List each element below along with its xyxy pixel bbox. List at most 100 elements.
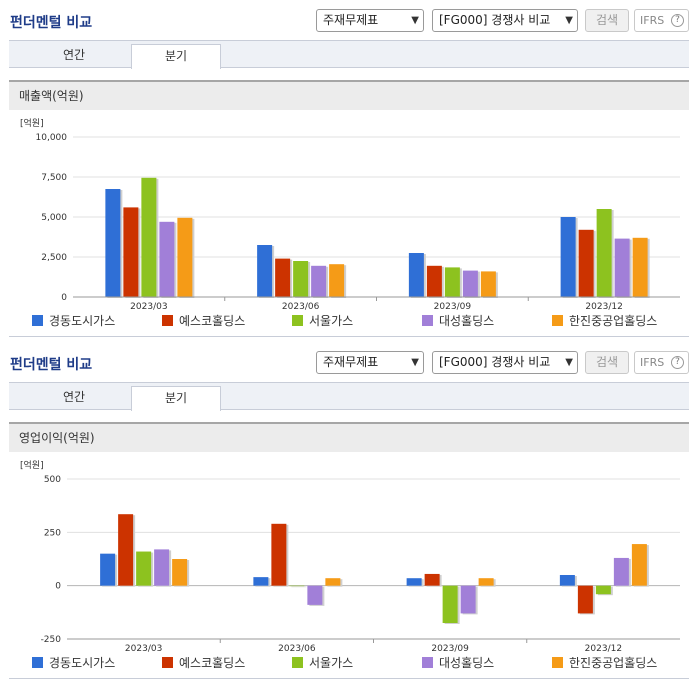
legend-item[interactable]: 대성홀딩스 [422, 314, 494, 330]
bar-shadow [291, 586, 307, 588]
chevron-down-icon: ▼ [411, 15, 419, 26]
bar-5-2023/03[interactable] [177, 217, 193, 297]
group-select[interactable]: [FG000] 경쟁사 비교 ▼ [432, 9, 578, 32]
bar-2-2023/06[interactable] [271, 523, 287, 586]
bar-1-2023/03[interactable] [100, 553, 116, 586]
legend-item[interactable]: 예스코홀딩스 [162, 314, 245, 330]
legend-item[interactable]: 대성홀딩스 [422, 656, 494, 672]
bar-5-2023/12[interactable] [631, 544, 647, 586]
bar-2-2023/06[interactable] [275, 258, 291, 297]
y-tick-label: -250 [41, 635, 62, 645]
chart-legend: 경동도시가스 예스코홀딩스 서울가스 대성홀딩스 한진중공업홀딩스 [32, 656, 692, 672]
legend-item[interactable]: 한진중공업홀딩스 [552, 314, 657, 330]
group-select[interactable]: [FG000] 경쟁사 비교 ▼ [432, 351, 578, 374]
y-tick-label: 10,000 [36, 133, 68, 143]
chevron-down-icon: ▼ [565, 357, 573, 368]
statement-select[interactable]: 주재무제표 ▼ [316, 351, 424, 374]
legend-item[interactable]: 경동도시가스 [32, 314, 115, 330]
bar-3-2023/03[interactable] [136, 551, 152, 586]
search-button[interactable]: 검색 [585, 9, 629, 32]
legend-item[interactable]: 예스코홀딩스 [162, 656, 245, 672]
divider [9, 336, 689, 337]
bar-4-2023/03[interactable] [154, 549, 170, 586]
bar-5-2023/06[interactable] [329, 264, 345, 297]
x-tick-label: 2023/06 [278, 644, 316, 652]
legend-item[interactable]: 서울가스 [292, 656, 353, 672]
bar-1-2023/12[interactable] [560, 217, 576, 297]
bar-3-2023/09[interactable] [444, 267, 460, 297]
legend-swatch [32, 657, 43, 668]
bar-2-2023/03[interactable] [123, 207, 139, 297]
bar-5-2023/12[interactable] [632, 237, 648, 297]
bar-5-2023/09[interactable] [480, 271, 496, 297]
legend-swatch [162, 315, 173, 326]
bar-2-2023/12[interactable] [578, 229, 594, 297]
bar-3-2023/09[interactable] [442, 585, 458, 623]
bar-5-2023/09[interactable] [478, 578, 494, 586]
section-title: 영업이익(억원) [9, 422, 689, 452]
tab-annual[interactable]: 연간 [62, 390, 86, 404]
bar-4-2023/06[interactable] [311, 265, 327, 297]
ifrs-button[interactable]: IFRS ? [634, 9, 689, 32]
bar-2-2023/03[interactable] [118, 514, 134, 586]
bar-3-2023/12[interactable] [595, 585, 611, 595]
bar-3-2023/06[interactable] [293, 261, 309, 297]
legend-swatch [32, 315, 43, 326]
bar-4-2023/09[interactable] [462, 270, 478, 297]
divider [9, 678, 689, 679]
legend-label: 대성홀딩스 [439, 656, 495, 670]
bar-1-2023/06[interactable] [253, 577, 269, 586]
ifrs-label: IFRS [640, 14, 665, 27]
y-tick-label: 5,000 [41, 213, 67, 223]
legend-label: 경동도시가스 [49, 314, 116, 328]
bar-4-2023/06[interactable] [307, 585, 323, 605]
chart-legend: 경동도시가스 예스코홀딩스 서울가스 대성홀딩스 한진중공업홀딩스 [32, 314, 692, 330]
legend-item[interactable]: 한진중공업홀딩스 [552, 656, 657, 672]
statement-select-value: 주재무제표 [323, 355, 379, 369]
ifrs-label: IFRS [640, 356, 665, 369]
legend-item[interactable]: 서울가스 [292, 314, 353, 330]
legend-label: 경동도시가스 [49, 656, 116, 670]
bar-2-2023/09[interactable] [426, 265, 442, 297]
bar-1-2023/09[interactable] [406, 578, 422, 586]
bar-2-2023/09[interactable] [424, 573, 440, 586]
legend-label: 예스코홀딩스 [179, 656, 246, 670]
bar-4-2023/12[interactable] [614, 238, 630, 297]
bar-4-2023/09[interactable] [460, 585, 476, 614]
bar-1-2023/03[interactable] [105, 189, 121, 297]
tab-quarterly[interactable]: 분기 [131, 386, 221, 411]
fundamental-panel-operating-profit: 펀더멘털 비교 주재무제표 ▼ [FG000] 경쟁사 비교 ▼ 검색 IFRS… [0, 342, 696, 684]
help-icon[interactable]: ? [671, 356, 684, 369]
x-tick-label: 2023/06 [282, 302, 320, 310]
statement-select-value: 주재무제표 [323, 13, 379, 27]
legend-item[interactable]: 경동도시가스 [32, 656, 115, 672]
ifrs-button[interactable]: IFRS ? [634, 351, 689, 374]
tab-annual[interactable]: 연간 [62, 48, 86, 62]
bar-1-2023/09[interactable] [408, 253, 424, 297]
bar-1-2023/12[interactable] [559, 575, 575, 586]
bar-3-2023/03[interactable] [141, 177, 157, 297]
x-tick-label: 2023/09 [434, 302, 472, 310]
y-unit-label: [억원] [20, 117, 44, 129]
bar-5-2023/03[interactable] [172, 559, 188, 586]
legend-label: 서울가스 [309, 656, 354, 670]
y-tick-label: 250 [44, 528, 61, 538]
tab-quarterly[interactable]: 분기 [131, 44, 221, 69]
bar-4-2023/03[interactable] [159, 221, 175, 297]
x-tick-label: 2023/09 [431, 644, 469, 652]
legend-swatch [422, 315, 433, 326]
bar-3-2023/06[interactable] [289, 585, 305, 587]
period-tabs: 연간 분기 [9, 382, 689, 411]
legend-label: 한진중공업홀딩스 [569, 656, 658, 670]
bar-5-2023/06[interactable] [325, 578, 341, 586]
statement-select[interactable]: 주재무제표 ▼ [316, 9, 424, 32]
legend-swatch [552, 315, 563, 326]
bar-3-2023/12[interactable] [596, 209, 612, 297]
operating-profit-bar-chart: [억원] -250 0 250 500 2023/03 2023/06 2023/09 2023… [20, 459, 680, 652]
bar-4-2023/12[interactable] [613, 557, 629, 586]
help-icon[interactable]: ? [671, 14, 684, 27]
legend-swatch [292, 657, 303, 668]
bar-1-2023/06[interactable] [257, 245, 273, 297]
bar-2-2023/12[interactable] [577, 585, 593, 614]
search-button[interactable]: 검색 [585, 351, 629, 374]
